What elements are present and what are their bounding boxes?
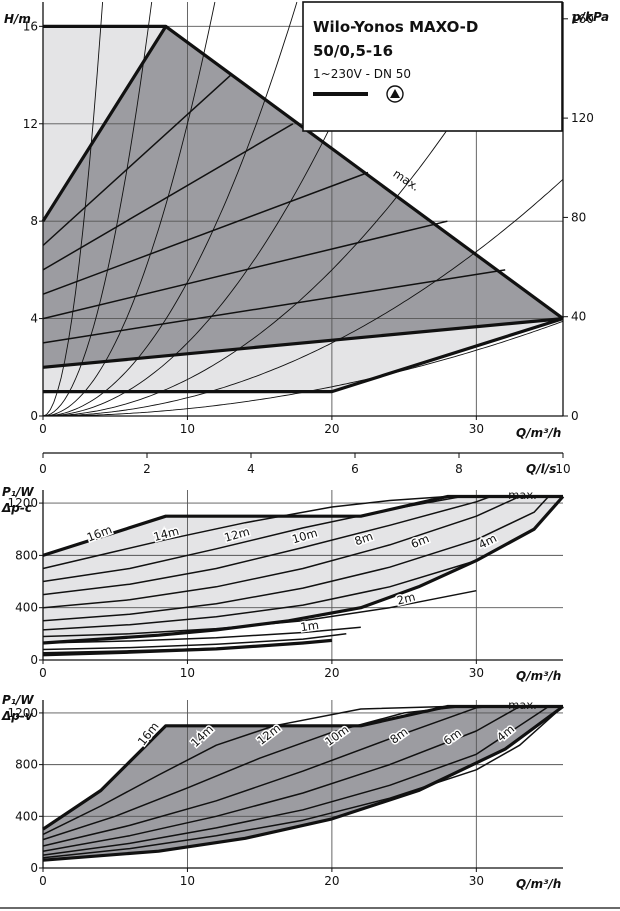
- dpv-bold-curve: [42, 704, 563, 831]
- dpc-power-curve: [42, 495, 521, 609]
- hq-dpv-curve: [42, 220, 448, 320]
- hq-y2-tick-label: 160: [571, 12, 594, 26]
- dpc-power-curve: [42, 495, 492, 596]
- hq-y2-tick-label: 80: [571, 210, 586, 224]
- hq-x-tick-label: 0: [39, 422, 47, 436]
- dpv-y-tick-label: 400: [15, 809, 38, 823]
- dpv-power-curve: [42, 705, 564, 859]
- dpc-max-label: max.: [508, 488, 537, 502]
- legend-title-line1: Wilo-Yonos MAXO-D: [313, 18, 478, 36]
- qls-tick-label: 2: [143, 462, 151, 476]
- hq-dpv-min-curve: [42, 317, 564, 369]
- dpc-power-curve: [42, 626, 361, 644]
- dpc-x-tick-label: 0: [39, 666, 47, 680]
- legend-title-line2: 50/0,5-16: [313, 42, 393, 60]
- qls-tick-label: 8: [455, 462, 463, 476]
- hq-x-tick-label: 20: [324, 422, 339, 436]
- dpc-bold-curve: [42, 495, 565, 645]
- dpv-y-tick-label: 800: [15, 758, 38, 772]
- dpv-x-tick-label: 30: [469, 874, 484, 888]
- hq-dpv-curve: [42, 171, 369, 295]
- legend-box: [302, 1, 563, 132]
- dpv-power-curve: [42, 705, 550, 856]
- dpv-power-curve: [42, 705, 462, 841]
- dpv-title: Δp-v: [1, 709, 34, 723]
- legend-subtitle: 1~230V - DN 50: [313, 67, 411, 81]
- hq-y2-tick-label: 0: [571, 409, 579, 423]
- dpv-x-tick-label: 10: [180, 874, 195, 888]
- dpc-x-tick-label: 10: [180, 666, 195, 680]
- qls-tick-label: 10: [555, 462, 570, 476]
- dpv-envelope-region: [43, 706, 563, 861]
- dpc-x-axis-label: Q/m³/h: [516, 669, 561, 683]
- hq-x-axis-label: Q/m³/h: [516, 426, 561, 440]
- hq-y2-tick-label: 120: [571, 111, 594, 125]
- hq-dpv-curve: [42, 123, 294, 271]
- dpv-power-curve: [42, 705, 521, 852]
- qls-tick-label: 6: [351, 462, 359, 476]
- qls-tick-label: 0: [39, 462, 47, 476]
- dpc-x-tick-label: 30: [469, 666, 484, 680]
- hq-system-curve: [42, 1, 153, 417]
- hq-y-tick-label: 4: [30, 312, 38, 326]
- dpc-x-tick-label: 20: [324, 666, 339, 680]
- hq-dpv-curve: [42, 74, 232, 247]
- hq-y-tick-label: 0: [30, 409, 38, 423]
- hq-x-tick-label: 10: [180, 422, 195, 436]
- dpv-bold-curve: [42, 705, 564, 862]
- dpc-power-curve: [42, 633, 347, 651]
- hq-envelope-edge: [41, 24, 168, 223]
- dpv-y-tick-label: 1200: [7, 706, 38, 720]
- dpc-y-tick-label: 1200: [7, 496, 38, 510]
- hq-dpv-curve: [42, 269, 506, 344]
- dpc-power-curve: [42, 495, 448, 570]
- legend: Wilo-Yonos MAXO-D 50/0,5-16 1~230V - DN …: [302, 1, 563, 132]
- dpc-curve-label: 1m: [300, 618, 320, 634]
- dpc-bold-curve: [42, 638, 333, 657]
- hq-max-curve: [164, 25, 564, 320]
- dpv-y-axis-label: P₁/W: [2, 693, 34, 707]
- fill-layer: [43, 26, 563, 861]
- hq-system-curve: [43, 178, 564, 417]
- hq-system-curve: [42, 1, 216, 417]
- hq-x-tick-label: 30: [469, 422, 484, 436]
- dpc-y-tick-label: 0: [30, 653, 38, 667]
- hq-y-tick-label: 16: [23, 19, 38, 33]
- hq-system-curve: [42, 1, 104, 417]
- hq-y-tick-label: 8: [30, 214, 38, 228]
- dpv-x-axis-label: Q/m³/h: [516, 877, 561, 891]
- dpc-curve-label: 2m: [395, 590, 416, 608]
- hq-y-axis-label: H/m: [4, 12, 31, 26]
- dpc-y-axis-label: P₁/W: [2, 485, 34, 499]
- dpc-title: Δp-c: [1, 501, 32, 515]
- hq-y2-tick-label: 40: [571, 310, 586, 324]
- dpc-y-tick-label: 800: [15, 548, 38, 562]
- dpc-bold-curve: [42, 494, 563, 557]
- dpc-envelope-region: [43, 496, 563, 643]
- pump-symbol-icon: [386, 85, 404, 103]
- hq-system-curve: [42, 1, 298, 417]
- dpc-power-curve: [42, 495, 550, 622]
- dpc-y-tick-label: 400: [15, 601, 38, 615]
- dpv-x-tick-label: 0: [39, 874, 47, 888]
- dpv-max-label: max.: [508, 698, 537, 712]
- hq-min-curve: [43, 317, 564, 394]
- dpv-power-curve: [42, 705, 448, 836]
- hq-y2-axis-label: p/kPa: [571, 10, 609, 24]
- qls-tick-label: 4: [247, 462, 255, 476]
- hq-y-tick-label: 12: [23, 117, 38, 131]
- dpv-y-tick-label: 0: [30, 861, 38, 875]
- qls-axis-label: Q/l/s: [526, 462, 556, 476]
- dpv-x-tick-label: 20: [324, 874, 339, 888]
